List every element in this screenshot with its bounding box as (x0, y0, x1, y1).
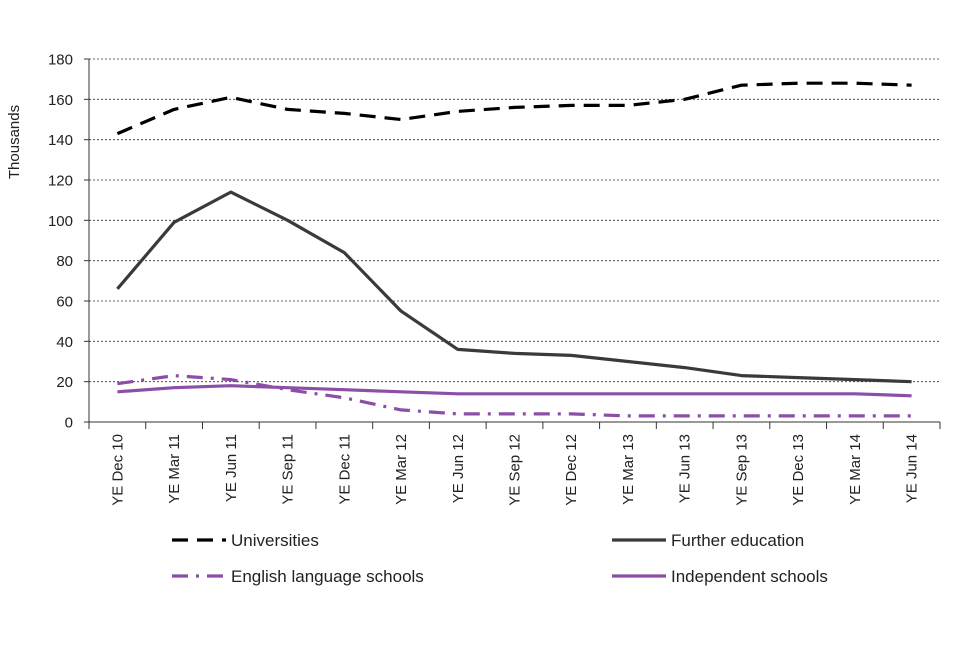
y-tick-label: 180 (48, 52, 73, 69)
series-line-further-education (116, 190, 912, 384)
x-tick-label: YE Jun 12 (450, 434, 467, 503)
y-tick-label: 120 (48, 173, 73, 190)
x-tick-label: YE Jun 11 (223, 434, 240, 502)
x-tick-label: YE Sep 11 (280, 434, 297, 505)
x-tick-label: YE Mar 14 (847, 434, 864, 505)
series-line-universities (116, 81, 912, 136)
x-tick-label: YE Jun 14 (904, 434, 921, 503)
legend: Universities Further education English lan… (172, 531, 828, 586)
y-tick-label: 100 (48, 213, 73, 230)
y-tick-label: 80 (56, 253, 73, 270)
gridlines (89, 58, 940, 383)
x-tick-label: YE Mar 13 (620, 434, 637, 505)
y-tick-label: 60 (56, 294, 73, 311)
x-tick-label: YE Dec 10 (109, 434, 126, 506)
x-tick-label: YE Mar 12 (393, 434, 410, 505)
y-tick-label: 140 (48, 132, 73, 149)
legend-label: English language schools (231, 567, 424, 586)
legend-label: Universities (231, 531, 319, 550)
y-axis-label: Thousands (6, 105, 23, 179)
legend-label: Independent schools (671, 567, 828, 586)
x-tick-labels: YE Dec 10 YE Mar 11 YE Jun 11 YE Sep 11 YE D… (109, 434, 920, 506)
x-tick-label: YE Sep 12 (507, 434, 524, 506)
series-lines (116, 81, 912, 418)
x-tick-label: YE Dec 12 (563, 434, 580, 506)
series-line-independent-schools (117, 384, 912, 398)
legend-item: English language schools (172, 567, 424, 586)
legend-label: Further education (671, 531, 804, 550)
legend-item: Independent schools (612, 567, 828, 586)
y-tick-labels: 0 20 40 60 80 100 120 140 160 180 (48, 52, 73, 432)
x-tick-label: YE Sep 13 (733, 434, 750, 506)
series-line-english-language-schools (117, 374, 912, 418)
y-tick-label: 40 (56, 334, 73, 351)
y-tick-label: 20 (56, 374, 73, 391)
y-tick-label: 0 (65, 415, 73, 432)
x-tick-label: YE Dec 13 (790, 434, 807, 506)
x-tick-label: YE Jun 13 (677, 434, 694, 503)
legend-item: Universities (172, 531, 319, 550)
x-tick-label: YE Mar 11 (166, 434, 183, 504)
y-tick-label: 160 (48, 92, 73, 109)
axes (84, 58, 941, 429)
x-tick-label: YE Dec 11 (336, 434, 353, 505)
legend-item: Further education (612, 531, 804, 550)
